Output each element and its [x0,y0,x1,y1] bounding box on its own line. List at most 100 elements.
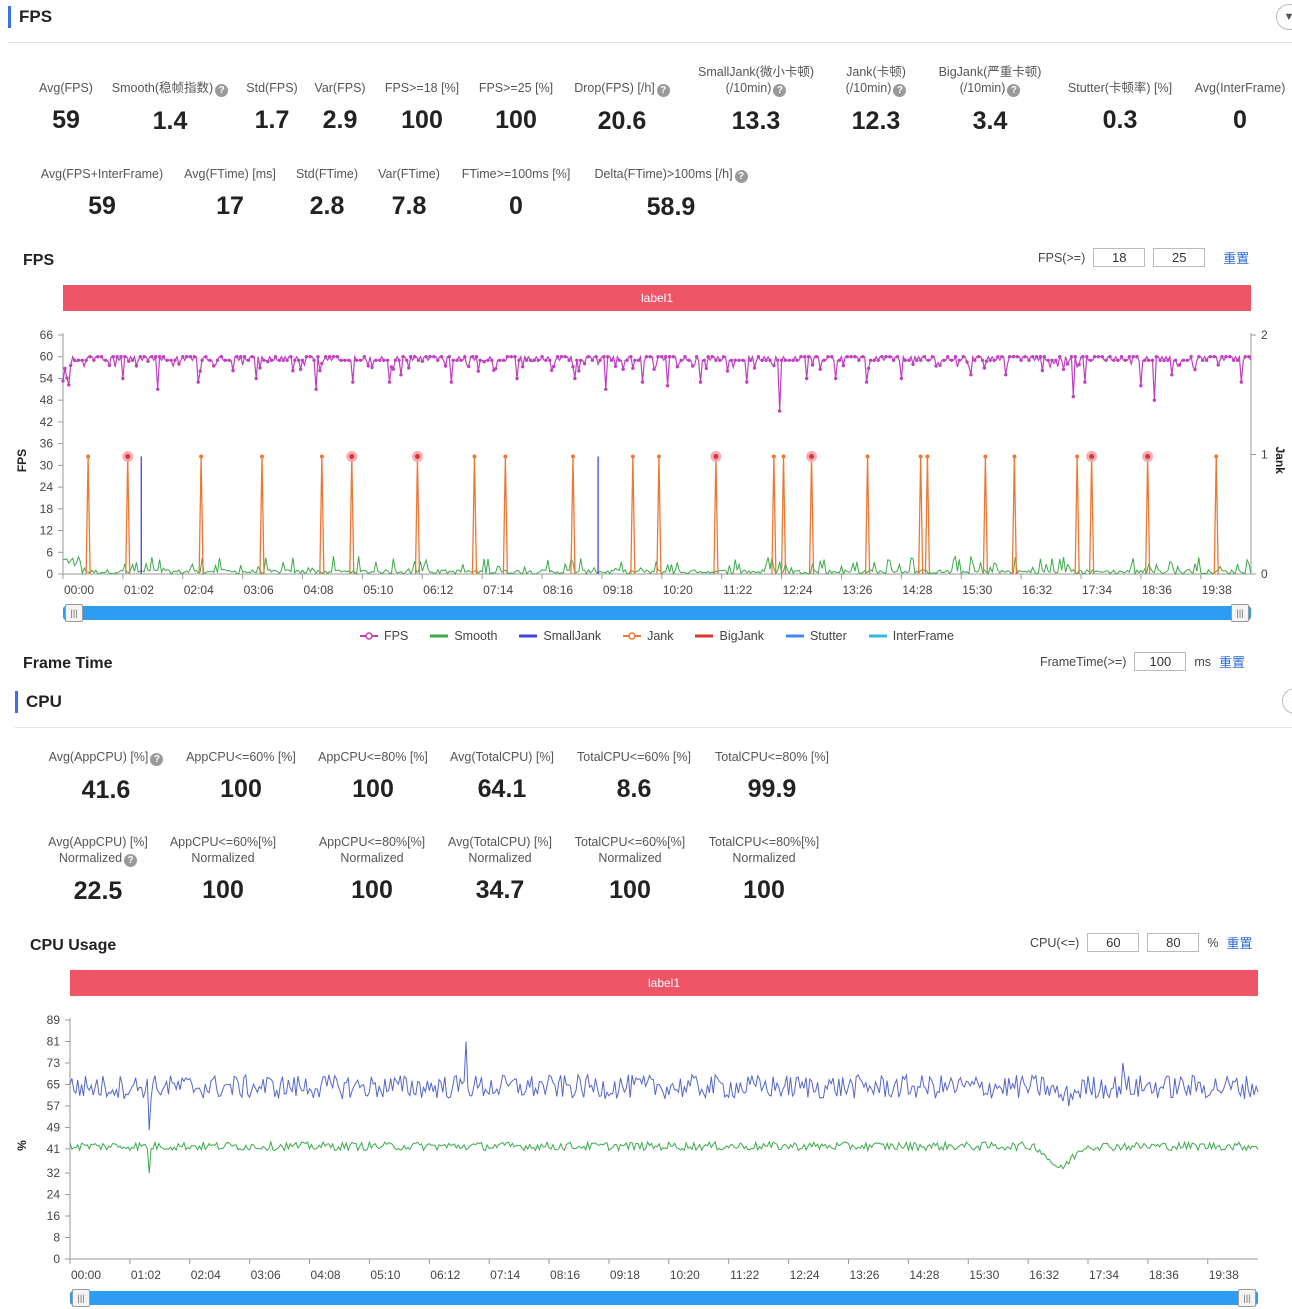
cpu-threshold1-input[interactable] [1087,933,1140,952]
fps-point [791,358,795,362]
legend-marker-icon [623,632,642,640]
y-tick-label: 57 [47,1099,61,1113]
fps-point [366,364,370,368]
fps-point [1038,355,1043,359]
fps-point [312,358,316,362]
fps-label-band[interactable]: label1 [63,285,1251,311]
fps-slider-left-handle[interactable]: ||| [65,604,83,622]
jank-spike [918,456,924,575]
fps-point [304,355,309,359]
y-tick-label: 60 [40,350,54,364]
fps-point [524,358,529,362]
fps-point [1131,355,1135,359]
legend-item-interframe[interactable]: InterFrame [868,629,954,643]
fps-point [1216,363,1220,367]
metric-var-ftime: Var(FTime) 7.8 [329,166,489,221]
y2-axis-title: Jank [1273,447,1287,475]
cpu-label-band[interactable]: label1 [70,970,1258,996]
fps-threshold-label: FPS(>=) [1038,250,1086,265]
help-icon[interactable]: ? [124,854,138,867]
y-tick-label: 24 [40,480,54,494]
fps-point [103,358,108,362]
cpu-slider-left-handle[interactable]: ||| [72,1289,90,1307]
cpu-chart[interactable]: 0 8 16 24 32 41 49 57 65 73 81 89 00:00 01:02 02:04 03:… [0,1005,1292,1287]
fps-point [559,355,564,359]
fps-point [880,355,884,359]
metric-value: 58.9 [646,193,696,221]
help-icon[interactable]: ? [150,753,164,766]
fps-point [291,369,295,373]
legend-item-jank[interactable]: Jank [623,629,673,643]
fps-point [567,358,571,362]
fps-slider-right-handle[interactable]: ||| [1231,604,1249,622]
jank-point [983,454,988,459]
legend-item-bigjank[interactable]: BigJank [695,629,764,643]
fps-point [552,364,556,369]
legend-item-fps[interactable]: FPS [360,629,408,643]
fps-point [969,373,973,377]
metric-label: Smooth(稳帧指数)? [90,80,250,97]
fps-point [123,355,127,359]
fps-point [604,387,608,391]
fps-point [571,365,575,369]
fps-point [621,367,625,371]
fps-threshold1-input[interactable] [1093,248,1146,267]
legend-item-stutter[interactable]: Stutter [785,629,847,643]
cpu-collapse-button[interactable]: ▼ [1282,688,1292,714]
fps-point [1166,358,1170,362]
fps-point [665,384,670,388]
jank-spike [349,456,355,575]
fps-point [1170,373,1174,377]
cpu-slider-right-handle[interactable]: ||| [1238,1289,1256,1307]
jank-point [1075,454,1080,459]
y-tick-label: 6 [46,545,53,559]
fps-threshold2-input[interactable] [1153,248,1206,267]
frame-time-reset-link[interactable]: 重置 [1219,655,1246,670]
help-icon[interactable]: ? [1007,84,1021,97]
metric-value: 0 [1233,106,1247,134]
fps-point [866,366,871,371]
help-icon[interactable]: ? [215,84,229,97]
metric-label: Avg(AppCPU) [%]? [26,749,186,766]
fps-point [656,355,660,359]
metric-value: 100 [202,876,244,904]
legend-item-smooth[interactable]: Smooth [430,629,497,643]
metric-label-line2: (/10min)? [796,80,956,97]
x-tick-label: 10:20 [670,1268,700,1282]
fps-point [976,355,981,359]
help-icon[interactable]: ? [773,84,787,97]
help-icon[interactable]: ? [734,170,748,183]
help-icon[interactable]: ? [893,84,907,97]
fps-point [459,358,463,362]
cpu-threshold2-input[interactable] [1147,933,1200,952]
fps-point [1127,355,1132,359]
y-tick-label: 30 [40,458,54,472]
frame-time-threshold-input[interactable] [1134,652,1187,671]
fps-point [698,380,703,384]
fps-point [629,355,633,359]
metric-label-line2: Normalized [598,851,662,865]
metric-avg-fps: Avg(FPS) 59 [0,80,146,135]
fps-point [834,376,838,381]
fps-collapse-button[interactable]: ▼ [1276,4,1292,30]
metric-stutter: Stutter(卡顿率) [%] 0.3 [1040,80,1200,135]
cpu-zoom-slider[interactable]: ||| ||| [70,1289,1258,1307]
fps-point [1123,358,1128,362]
cpu-reset-link[interactable]: 重置 [1226,936,1253,951]
fps-point [1193,367,1197,372]
fps-point [946,355,950,359]
fps-point [540,355,544,359]
metric-value: 34.7 [475,876,525,904]
metric-value: 100 [351,876,393,904]
fps-point [362,355,366,359]
fps-point [324,355,328,359]
legend-item-smalljank[interactable]: SmallJank [519,629,601,643]
help-icon[interactable]: ? [656,84,670,97]
metric-label-line2: (/10min)? [676,80,836,97]
fps-point [749,358,753,362]
fps-reset-link[interactable]: 重置 [1223,251,1250,266]
fps-legend: FPS Smooth SmallJank Jank BigJank Stutter Inte… [360,629,954,643]
fps-zoom-slider[interactable]: ||| ||| [63,604,1251,622]
x-tick-label: 02:04 [191,1268,221,1282]
